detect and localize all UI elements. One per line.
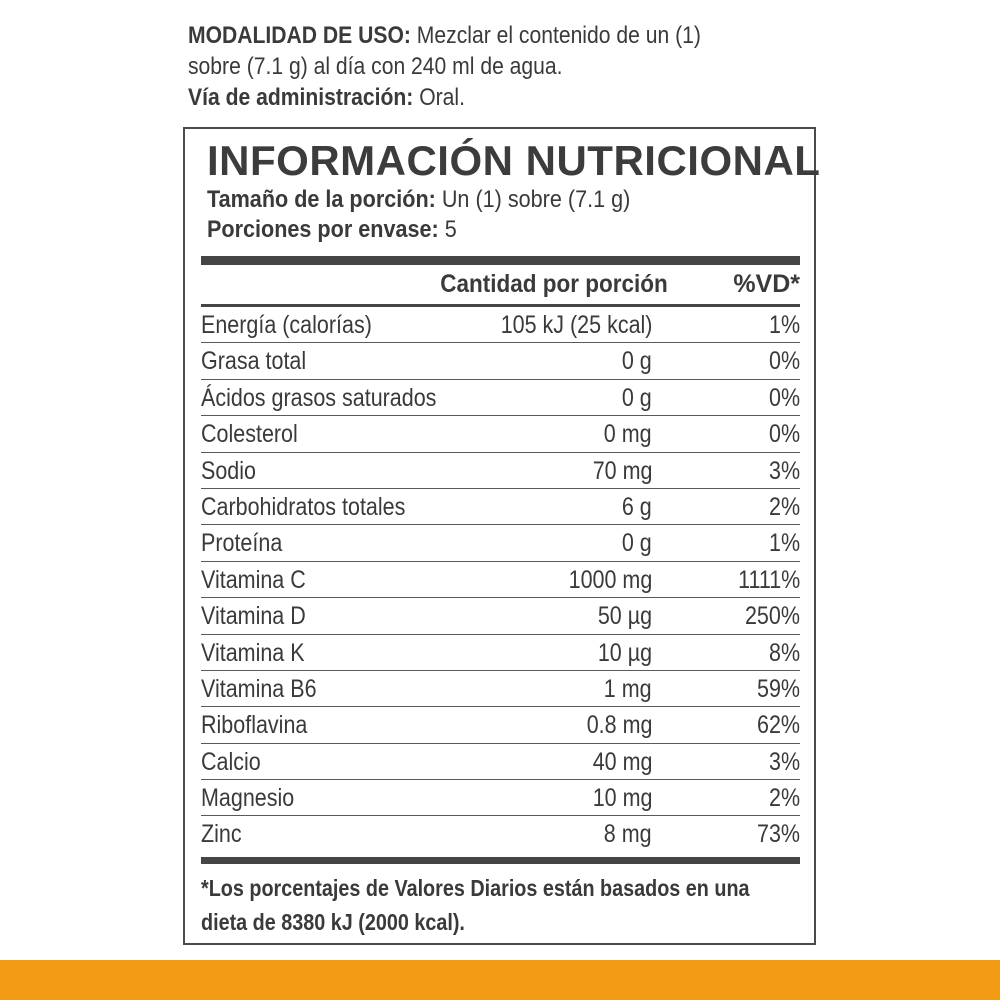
table-row: Sodio 70 mg 3% bbox=[201, 453, 800, 489]
serving-size-value: Un (1) sobre (7.1 g) bbox=[435, 186, 631, 213]
usage-mode-text-continued: sobre (7.1 g) al día con 240 ml de agua. bbox=[188, 53, 563, 80]
nutrient-name: Vitamina C bbox=[201, 565, 306, 594]
nutrient-amount: 6 g bbox=[622, 492, 652, 521]
thick-divider-top bbox=[201, 256, 800, 265]
table-row: Vitamina B6 1 mg 59% bbox=[201, 671, 800, 708]
nutrient-amount: 50 µg bbox=[597, 602, 652, 631]
nutrient-name: Vitamina K bbox=[201, 638, 305, 667]
nutrient-name: Sodio bbox=[201, 456, 256, 485]
accent-bar bbox=[0, 960, 1000, 1000]
nutrient-name: Energía (calorías) bbox=[201, 311, 372, 339]
nutrient-dv: 3% bbox=[768, 747, 800, 776]
table-row: Energía (calorías) 105 kJ (25 kcal) 1% bbox=[201, 307, 800, 344]
nutrient-amount: 1000 mg bbox=[568, 565, 652, 594]
table-row: Zinc 8 mg 73% bbox=[201, 816, 800, 852]
nutrient-dv: 8% bbox=[768, 638, 800, 667]
nutrient-dv: 0% bbox=[768, 383, 800, 412]
nutrient-dv: 3% bbox=[768, 456, 800, 485]
table-row: Vitamina K 10 µg 8% bbox=[201, 635, 800, 671]
nutrient-name: Colesterol bbox=[201, 420, 298, 449]
table-row: Magnesio 10 mg 2% bbox=[201, 780, 800, 817]
nutrient-name: Vitamina D bbox=[201, 602, 306, 631]
servings-value: 5 bbox=[438, 216, 457, 243]
column-header-amount: Cantidad por porción bbox=[440, 270, 668, 298]
nutrient-amount: 8 mg bbox=[604, 820, 652, 849]
servings-per-container-line: Porciones por envase: 5 bbox=[207, 215, 630, 245]
nutrient-dv: 2% bbox=[768, 492, 800, 521]
nutrient-amount: 0.8 mg bbox=[586, 711, 652, 740]
nutrient-name: Riboflavina bbox=[201, 711, 308, 740]
table-row: Calcio 40 mg 3% bbox=[201, 744, 800, 781]
nutrient-amount: 10 mg bbox=[592, 784, 652, 813]
usage-route-line: Vía de administración: Oral. bbox=[188, 82, 751, 113]
serving-info: Tamaño de la porción: Un (1) sobre (7.1 … bbox=[207, 185, 630, 245]
daily-value-footnote: *Los porcentajes de Valores Diarios está… bbox=[201, 871, 786, 939]
nutrient-dv: 250% bbox=[745, 602, 800, 631]
nutrient-amount: 70 mg bbox=[592, 456, 652, 485]
usage-instructions: MODALIDAD DE USO: Mezclar el contenido d… bbox=[188, 20, 751, 113]
nutrient-name: Vitamina B6 bbox=[201, 674, 317, 703]
header-divider bbox=[201, 304, 800, 307]
table-row: Carbohidratos totales 6 g 2% bbox=[201, 489, 800, 526]
nutrient-amount: 0 g bbox=[622, 529, 652, 558]
table-row: Grasa total 0 g 0% bbox=[201, 343, 800, 380]
nutrient-amount: 0 mg bbox=[604, 420, 652, 449]
nutrient-amount: 0 g bbox=[622, 383, 652, 412]
thick-divider-bottom bbox=[201, 857, 800, 864]
table-row: Proteína 0 g 1% bbox=[201, 525, 800, 562]
nutrient-name: Grasa total bbox=[201, 347, 307, 376]
nutrient-amount: 0 g bbox=[622, 347, 652, 376]
usage-mode-text: Mezclar el contenido de un (1) bbox=[410, 22, 701, 49]
nutrient-dv: 73% bbox=[756, 820, 800, 849]
nutrition-facts-panel: INFORMACIÓN NUTRICIONAL Tamaño de la por… bbox=[183, 127, 820, 945]
nutrient-table: Energía (calorías) 105 kJ (25 kcal) 1% Gras… bbox=[201, 307, 800, 853]
table-row: Vitamina D 50 µg 250% bbox=[201, 598, 800, 635]
footnote-line: dieta de 8380 kJ (2000 kcal). bbox=[201, 909, 465, 935]
nutrient-dv: 59% bbox=[756, 674, 800, 703]
nutrient-name: Proteína bbox=[201, 529, 283, 558]
nutrient-dv: 1111% bbox=[737, 565, 800, 594]
table-header: Cantidad por porción %VD* bbox=[201, 265, 800, 304]
nutrition-title: INFORMACIÓN NUTRICIONAL bbox=[207, 137, 821, 184]
nutrient-name: Calcio bbox=[201, 747, 261, 776]
nutrient-amount: 40 mg bbox=[592, 747, 652, 776]
usage-route-text: Oral. bbox=[413, 84, 465, 111]
nutrient-amount: 105 kJ (25 kcal) bbox=[500, 311, 652, 339]
usage-mode-label: MODALIDAD DE USO: bbox=[188, 22, 411, 49]
table-row: Riboflavina 0.8 mg 62% bbox=[201, 707, 800, 744]
table-row: Colesterol 0 mg 0% bbox=[201, 416, 800, 453]
usage-route-label: Vía de administración: bbox=[188, 84, 414, 111]
nutrient-dv: 1% bbox=[768, 311, 800, 339]
servings-label: Porciones por envase: bbox=[207, 216, 439, 243]
table-row: Ácidos grasos saturados 0 g 0% bbox=[201, 380, 800, 417]
table-row: Vitamina C 1000 mg 1111% bbox=[201, 562, 800, 599]
serving-size-label: Tamaño de la porción: bbox=[207, 186, 436, 213]
nutrient-amount: 10 µg bbox=[597, 638, 652, 667]
nutrient-name: Magnesio bbox=[201, 784, 295, 813]
nutrient-dv: 1% bbox=[768, 529, 800, 558]
column-header-dv: %VD* bbox=[733, 270, 800, 298]
nutrient-name: Carbohidratos totales bbox=[201, 492, 406, 521]
nutrient-name: Zinc bbox=[201, 820, 242, 849]
nutrient-dv: 0% bbox=[768, 420, 800, 449]
nutrient-dv: 0% bbox=[768, 347, 800, 376]
nutrient-dv: 2% bbox=[768, 784, 800, 813]
usage-mode-line: MODALIDAD DE USO: Mezclar el contenido d… bbox=[188, 20, 751, 51]
footnote-line: *Los porcentajes de Valores Diarios está… bbox=[201, 875, 750, 901]
nutrient-amount: 1 mg bbox=[604, 674, 652, 703]
nutrient-dv: 62% bbox=[756, 711, 800, 740]
nutrient-name: Ácidos grasos saturados bbox=[201, 383, 437, 412]
serving-size-line: Tamaño de la porción: Un (1) sobre (7.1 … bbox=[207, 185, 630, 215]
